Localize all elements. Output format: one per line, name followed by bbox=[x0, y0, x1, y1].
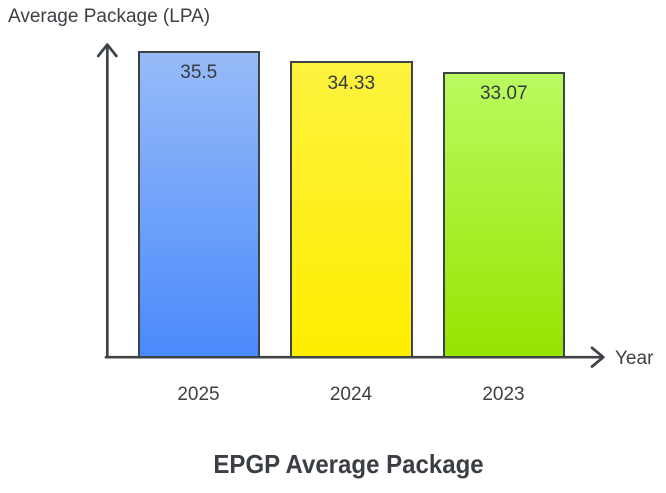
bar-2025: 35.5 bbox=[137, 50, 260, 358]
x-axis-arrowhead-icon bbox=[590, 346, 605, 368]
bar-2023: 33.07 bbox=[442, 71, 565, 358]
x-tick-label-2023: 2023 bbox=[482, 384, 525, 405]
bar-value-label: 34.33 bbox=[327, 72, 376, 94]
x-tick-label-2024: 2024 bbox=[329, 384, 373, 405]
x-axis-label: Year bbox=[615, 347, 654, 369]
chart-title: EPGP Average Package bbox=[213, 449, 484, 479]
x-tick-label-2025: 2025 bbox=[177, 384, 220, 405]
y-axis-arrowhead-icon bbox=[96, 43, 118, 58]
y-axis-label: Average Package (LPA) bbox=[8, 6, 211, 27]
bar-value-label: 35.5 bbox=[180, 62, 218, 84]
bar-2024: 34.33 bbox=[290, 61, 413, 358]
bar-value-label: 33.07 bbox=[479, 83, 528, 105]
